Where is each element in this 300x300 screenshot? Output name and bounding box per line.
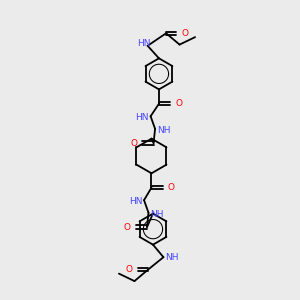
Text: O: O	[126, 265, 133, 274]
Text: NH: NH	[157, 126, 170, 135]
Text: O: O	[181, 29, 188, 38]
Text: HN: HN	[137, 39, 151, 48]
Text: NH: NH	[165, 253, 178, 262]
Text: HN: HN	[136, 113, 149, 122]
Text: O: O	[176, 99, 182, 108]
Text: O: O	[168, 183, 175, 192]
Text: NH: NH	[150, 210, 164, 219]
Text: HN: HN	[129, 197, 142, 206]
Text: O: O	[124, 223, 130, 232]
Text: O: O	[130, 139, 137, 148]
